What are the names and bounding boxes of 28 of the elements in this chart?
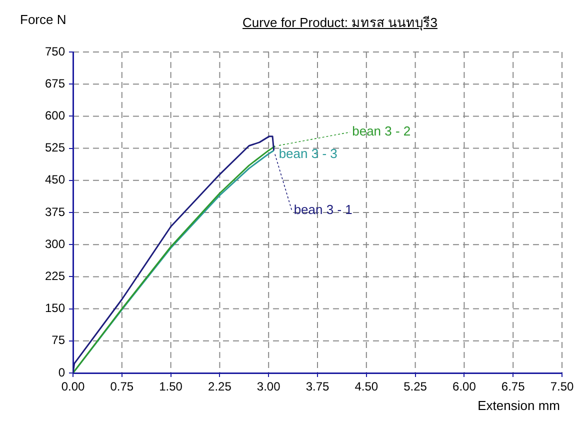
text: bean 3 - 2	[352, 124, 411, 139]
x-tick-label: 2.25	[208, 380, 232, 394]
y-tick-label: 450	[44, 172, 66, 187]
y-tick-label: 525	[44, 140, 66, 155]
y-tick-label: 225	[44, 269, 66, 284]
y-tick-label: 300	[44, 236, 66, 251]
x-tick-label: 3.00	[256, 380, 281, 394]
x-tick-label: 3.75	[306, 380, 330, 394]
x-tick-label: 0.00	[61, 380, 85, 394]
x-tick-label: 7.50	[550, 380, 574, 394]
chart-title: Curve for Product: มทรส นนทบุรี3	[242, 14, 438, 32]
y-tick-label: 0	[58, 365, 66, 380]
text: bean 3 - 1	[294, 202, 352, 218]
y-tick-label: 750	[44, 44, 66, 58]
y-tick-label: 675	[44, 76, 66, 90]
series-label: bean 3 - 3	[278, 146, 338, 162]
x-tick-label: 4.50	[354, 380, 378, 394]
x-tick-label: 0.75	[110, 380, 134, 394]
x-axis-title: Extension mm	[478, 398, 560, 413]
x-tick-label: 6.00	[452, 380, 476, 394]
y-axis-title: Force N	[20, 12, 66, 27]
x-tick-label: 1.50	[159, 380, 183, 394]
y-tick-label: 600	[44, 108, 66, 123]
y-tick-label: 75	[52, 333, 66, 348]
x-tick-label: 5.25	[404, 380, 428, 394]
y-tick-label: 375	[44, 204, 66, 219]
y-tick-label: 150	[44, 301, 66, 316]
x-tick-label: 6.75	[501, 380, 526, 394]
